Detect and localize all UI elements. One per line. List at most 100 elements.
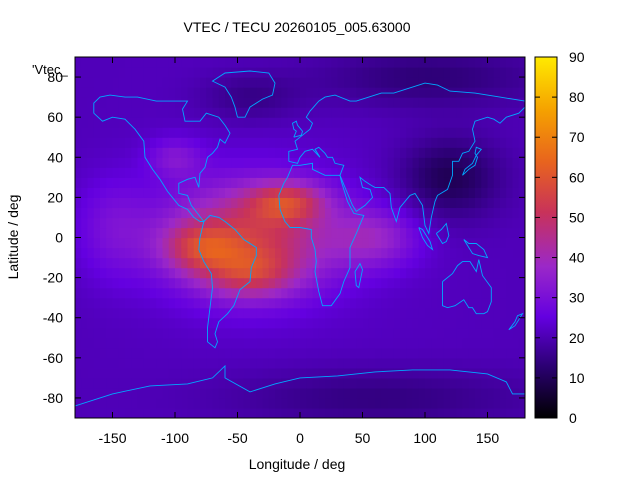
heatmap-cell (137, 57, 145, 68)
heatmap-cell (512, 167, 520, 178)
heatmap-cell (175, 287, 182, 299)
heatmap-cell (225, 287, 232, 299)
heatmap-cell (81, 207, 89, 219)
heatmap-cell (87, 97, 95, 108)
heatmap-cell (81, 147, 89, 158)
heatmap-cell (100, 87, 107, 98)
heatmap-cell (218, 77, 226, 88)
heatmap-cell (125, 77, 132, 88)
heatmap-cell (268, 297, 276, 309)
heatmap-cell (137, 397, 145, 409)
heatmap-cell (312, 177, 320, 188)
heatmap-cell (87, 327, 95, 339)
heatmap-cell (281, 197, 289, 209)
heatmap-cell (81, 77, 89, 88)
heatmap-cell (481, 337, 489, 349)
heatmap-cell (243, 407, 251, 418)
heatmap-cell (312, 57, 320, 68)
heatmap-cell (168, 327, 176, 339)
heatmap-cell (212, 157, 220, 168)
heatmap-cell (275, 77, 282, 88)
heatmap-cell (200, 177, 207, 188)
heatmap-cell (268, 347, 276, 359)
heatmap-cell (75, 97, 82, 108)
heatmap-cell (150, 367, 157, 379)
heatmap-cell (268, 207, 276, 219)
heatmap-cell (293, 197, 301, 209)
heatmap-cell (162, 227, 170, 239)
heatmap-cell (125, 127, 132, 138)
heatmap-cell (125, 317, 132, 329)
heatmap-cell (243, 77, 251, 88)
heatmap-cell (281, 247, 289, 259)
heatmap-cell (462, 187, 470, 198)
heatmap-cell (337, 67, 345, 78)
heatmap-cell (431, 97, 439, 108)
heatmap-cell (518, 167, 525, 178)
heatmap-cell (243, 67, 251, 78)
heatmap-cell (450, 307, 457, 319)
heatmap-cell (293, 107, 301, 118)
heatmap-cell (275, 157, 282, 168)
heatmap-cell (331, 297, 339, 309)
heatmap-cell (150, 307, 157, 319)
heatmap-cell (181, 197, 189, 209)
heatmap-cell (206, 107, 214, 118)
heatmap-cell (168, 247, 176, 259)
heatmap-cell (250, 287, 257, 299)
heatmap-cell (487, 167, 495, 178)
heatmap-cell (268, 157, 276, 168)
heatmap-cell (443, 157, 451, 168)
heatmap-cell (250, 347, 257, 359)
heatmap-cell (243, 267, 251, 279)
heatmap-cell (100, 377, 107, 389)
heatmap-cell (456, 117, 464, 128)
heatmap-cell (350, 97, 357, 108)
heatmap-cell (200, 127, 207, 138)
heatmap-cell (368, 237, 376, 249)
heatmap-cell (106, 237, 114, 249)
heatmap-cell (375, 147, 382, 158)
heatmap-cell (462, 377, 470, 389)
heatmap-cell (281, 67, 289, 78)
heatmap-cell (506, 317, 514, 329)
heatmap-cell (275, 87, 282, 98)
heatmap-cell (262, 117, 270, 128)
heatmap-cell (518, 407, 525, 418)
heatmap-cell (262, 267, 270, 279)
heatmap-cell (518, 347, 525, 359)
heatmap-cell (175, 77, 182, 88)
heatmap-cell (87, 57, 95, 68)
heatmap-cell (187, 137, 195, 148)
heatmap-cell (362, 297, 370, 309)
heatmap-cell (362, 167, 370, 178)
heatmap-cell (81, 237, 89, 249)
heatmap-cell (293, 377, 301, 389)
coastline-south-america (198, 214, 257, 349)
heatmap-cell (306, 127, 314, 138)
heatmap-cell (75, 297, 82, 309)
heatmap-cell (256, 297, 264, 309)
heatmap-cell (293, 177, 301, 188)
heatmap-cell (187, 347, 195, 359)
heatmap-cell (137, 267, 145, 279)
heatmap-cell (156, 227, 164, 239)
heatmap-cell (287, 307, 295, 319)
heatmap-cell (518, 197, 525, 209)
heatmap-cell (400, 397, 407, 409)
heatmap-cell (450, 157, 457, 168)
heatmap-cell (156, 237, 164, 249)
heatmap-cell (150, 377, 157, 389)
heatmap-cell (400, 157, 407, 168)
heatmap-cell (318, 227, 326, 239)
heatmap-cell (143, 117, 151, 128)
heatmap-cell (506, 117, 514, 128)
heatmap-cell (418, 277, 426, 289)
heatmap-cell (193, 217, 201, 229)
heatmap-cell (100, 267, 107, 279)
heatmap-cell (437, 367, 445, 379)
heatmap-cell (306, 227, 314, 239)
heatmap-cell (306, 247, 314, 259)
heatmap-cell (100, 297, 107, 309)
heatmap-cell (487, 147, 495, 158)
